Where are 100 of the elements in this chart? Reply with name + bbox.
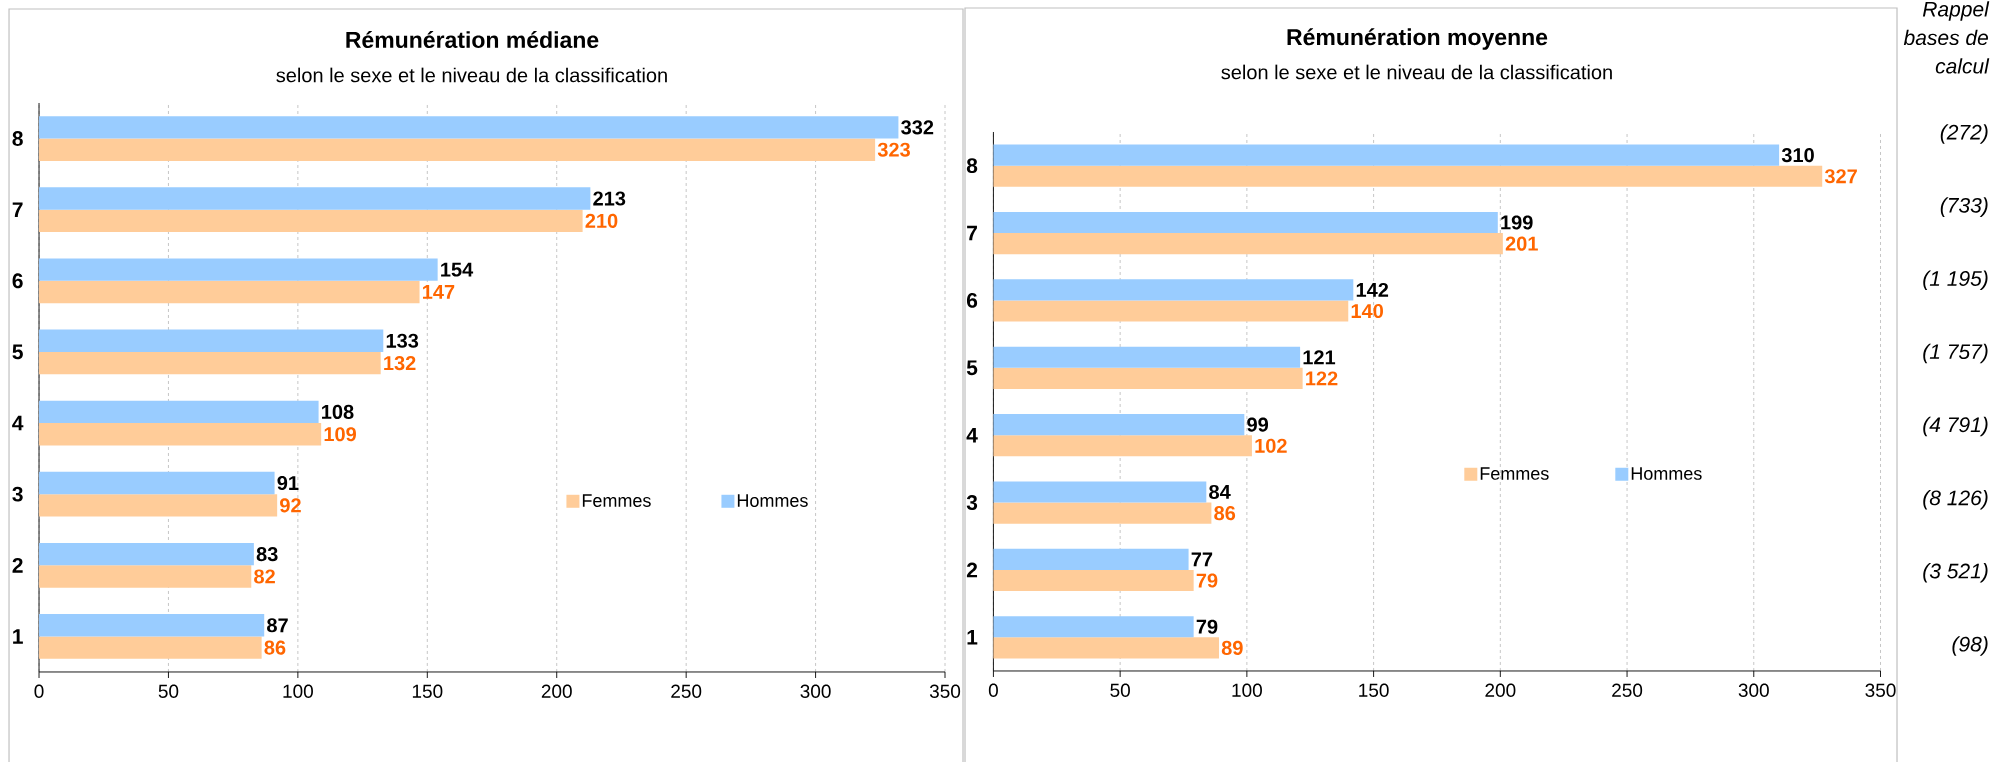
- y-tick-label: 5: [966, 360, 978, 376]
- chart-subtitle: selon le sexe et le niveau de la classification: [276, 67, 667, 83]
- y-tick-label: 4: [966, 427, 978, 443]
- text: Rappel bases de calcul: [1903, 1, 1990, 74]
- data-label: 108: [322, 404, 354, 419]
- x-tick-label: 200: [1485, 683, 1516, 697]
- bar: [993, 637, 1219, 659]
- x-tick-label: 200: [541, 684, 572, 698]
- bar: [39, 565, 252, 588]
- legend-label: Femmes: [1480, 467, 1549, 480]
- data-label: 89: [1221, 640, 1243, 655]
- y-tick-label: 6: [966, 293, 978, 308]
- data-label: 199: [1501, 215, 1533, 230]
- legend-label: Femmes: [582, 494, 651, 507]
- text: (3 521): [1923, 563, 1988, 583]
- x-tick-label: 50: [1110, 683, 1130, 697]
- data-label: 132: [384, 356, 416, 371]
- bar: [39, 258, 438, 281]
- x-tick-label: 100: [1232, 683, 1262, 697]
- data-label: 154: [441, 262, 474, 277]
- y-tick-label: 6: [12, 273, 23, 289]
- data-label: 201: [1505, 236, 1538, 251]
- data-label: 323: [877, 142, 910, 157]
- bar: [993, 144, 1780, 166]
- x-tick-label: 350: [929, 684, 961, 698]
- y-tick-label: 3: [12, 486, 23, 502]
- y-tick-label: 8: [12, 131, 23, 146]
- x-tick-label: 300: [800, 684, 831, 698]
- bar: [993, 569, 1194, 592]
- bar: [993, 165, 1823, 187]
- bar: [993, 502, 1212, 524]
- x-tick-label: 300: [1738, 683, 1769, 697]
- bar: [39, 329, 384, 352]
- data-label: 327: [1824, 169, 1857, 184]
- bar: [39, 471, 275, 495]
- data-label: 210: [585, 213, 618, 228]
- x-tick-label: 150: [412, 684, 443, 698]
- x-tick-label: 350: [1865, 683, 1896, 697]
- data-label: 79: [1196, 573, 1218, 588]
- bar: [39, 138, 876, 161]
- bar: [39, 494, 278, 517]
- x-tick-label: 150: [1359, 683, 1389, 697]
- data-label: 86: [264, 640, 286, 655]
- data-label: 83: [256, 547, 278, 562]
- x-tick-label: 50: [158, 684, 179, 698]
- y-tick-label: 4: [12, 415, 24, 431]
- chart-title: Rémunération moyenne: [1287, 28, 1548, 50]
- bar: [39, 116, 899, 139]
- bar: [993, 346, 1301, 368]
- y-tick-label: 7: [12, 202, 23, 217]
- bar: [993, 233, 1503, 255]
- data-label: 99: [1247, 417, 1269, 432]
- data-label: 332: [901, 120, 934, 135]
- bar: [39, 280, 420, 304]
- bar: [39, 209, 583, 233]
- x-tick-label: 250: [1612, 683, 1643, 697]
- chart-subtitle: selon le sexe et le niveau de la classification: [1221, 64, 1612, 80]
- bar: [993, 414, 1245, 436]
- y-tick-label: 5: [12, 344, 23, 360]
- bar: [993, 279, 1354, 301]
- text: (98): [1952, 636, 1988, 656]
- data-label: 133: [386, 333, 419, 348]
- bar: [39, 423, 322, 446]
- y-tick-label: 7: [967, 225, 977, 241]
- data-label: 147: [422, 285, 455, 299]
- data-label: 79: [1196, 619, 1218, 634]
- bar: [39, 542, 254, 566]
- data-label: 82: [254, 569, 275, 584]
- text: (4 791): [1923, 416, 1988, 437]
- bar: [993, 211, 1498, 234]
- data-label: 140: [1351, 303, 1383, 319]
- bar: [993, 616, 1194, 638]
- text: (272): [1940, 124, 1988, 144]
- data-label: 84: [1209, 484, 1231, 500]
- data-label: 142: [1356, 282, 1389, 297]
- y-tick-label: 1: [13, 629, 23, 644]
- text: (733): [1940, 197, 1988, 217]
- y-tick-label: 2: [966, 562, 978, 578]
- bar: [39, 187, 591, 210]
- bar: [39, 351, 381, 375]
- data-label: 122: [1306, 371, 1338, 386]
- legend-label: Hommes: [737, 494, 808, 507]
- y-tick-label: 1: [967, 630, 978, 645]
- bar: [993, 435, 1252, 457]
- y-tick-label: 8: [966, 158, 978, 174]
- data-label: 121: [1303, 350, 1336, 365]
- data-label: 92: [280, 498, 301, 513]
- x-tick-label: 0: [988, 683, 998, 697]
- bar: [993, 481, 1207, 503]
- bar: [993, 548, 1189, 570]
- x-tick-label: 250: [671, 684, 702, 698]
- chart-title: Rémunération médiane: [346, 30, 599, 49]
- data-label: 109: [324, 427, 356, 442]
- bar: [39, 636, 262, 659]
- bar: [39, 614, 265, 637]
- y-tick-label: 3: [966, 495, 978, 510]
- text: (1 757): [1923, 343, 1988, 364]
- legend-label: Hommes: [1631, 467, 1702, 480]
- data-label: 86: [1214, 506, 1236, 521]
- data-label: 102: [1255, 438, 1287, 453]
